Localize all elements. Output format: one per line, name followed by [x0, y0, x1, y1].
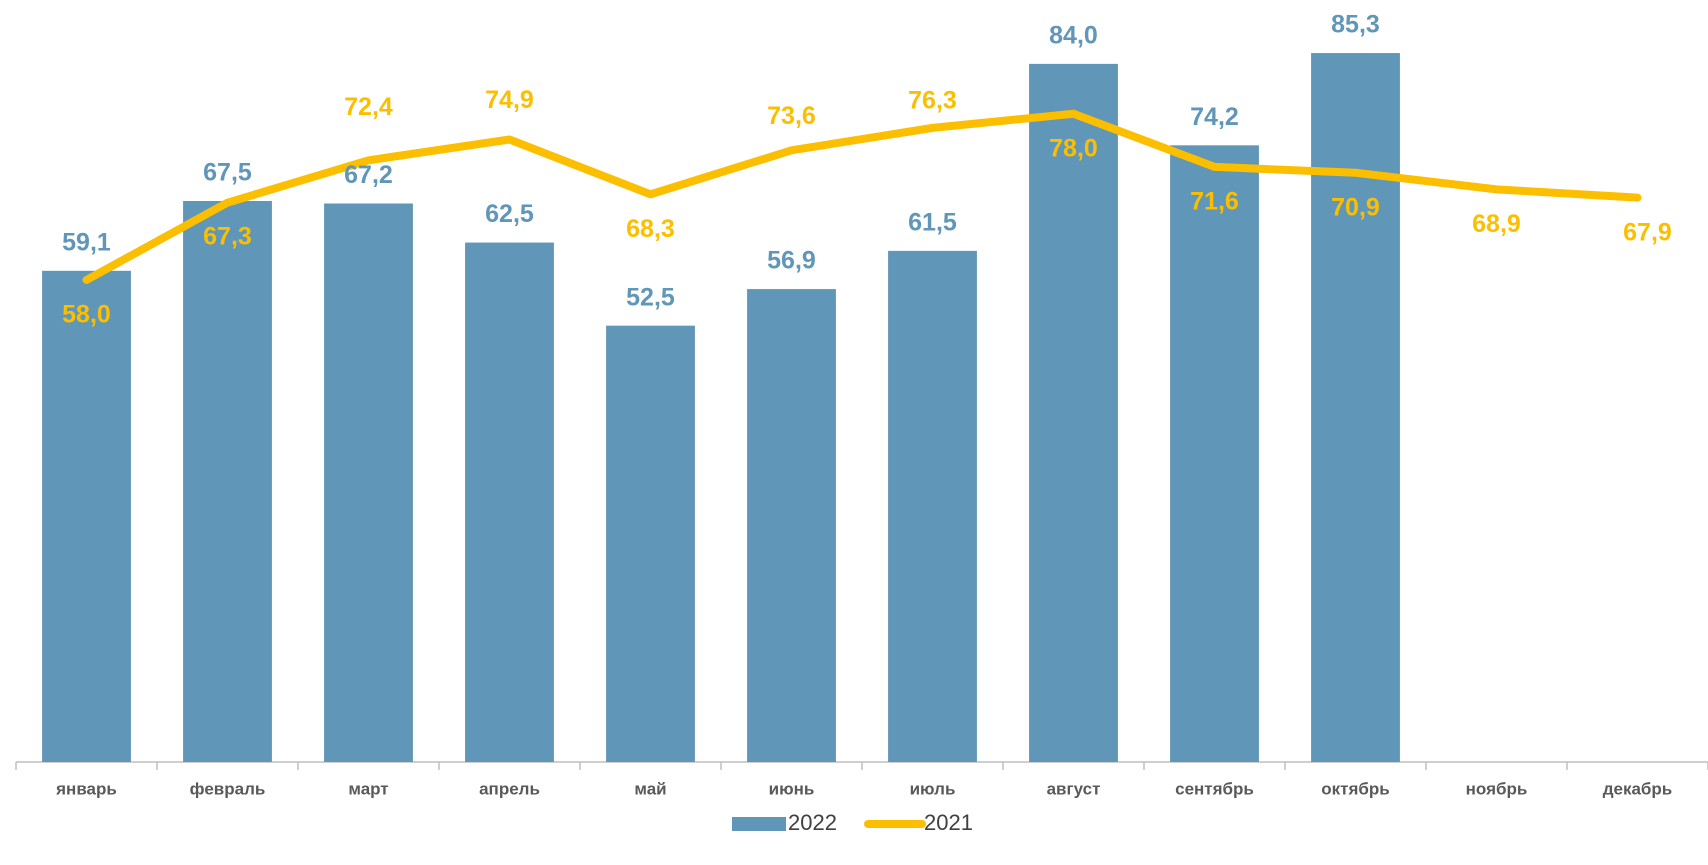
data-label: 52,5 [626, 283, 675, 311]
x-tick-label: июнь [769, 779, 815, 798]
legend-label: 2022 [788, 810, 837, 835]
data-label: 67,3 [203, 222, 252, 250]
x-tick-label: октябрь [1321, 779, 1389, 798]
data-label: 59,1 [62, 228, 111, 256]
x-tick-label: июль [910, 779, 956, 798]
x-tick-label: август [1047, 779, 1101, 798]
line [82, 109, 1642, 284]
data-label: 85,3 [1331, 11, 1380, 39]
bar [747, 289, 836, 762]
bar [465, 242, 554, 763]
data-label: 67,9 [1623, 218, 1672, 246]
bar [1170, 145, 1259, 762]
data-label: 71,6 [1190, 188, 1239, 216]
x-tick-label: ноябрь [1466, 779, 1528, 798]
bar [606, 325, 695, 762]
data-label: 68,3 [626, 215, 675, 243]
data-label: 56,9 [767, 247, 816, 275]
data-label: 76,3 [908, 86, 957, 114]
legend-label: 2021 [924, 810, 973, 835]
data-label: 58,0 [62, 301, 111, 329]
bar [888, 250, 977, 762]
x-tick-label: апрель [479, 779, 540, 798]
data-label: 73,6 [767, 102, 816, 130]
data-label: 74,2 [1190, 103, 1239, 131]
bar [183, 201, 272, 762]
data-label: 62,5 [485, 200, 534, 228]
data-label: 67,2 [344, 161, 393, 189]
data-label: 70,9 [1331, 193, 1380, 221]
bar [1029, 63, 1118, 763]
x-tick-label: май [634, 779, 666, 798]
data-label: 78,0 [1049, 134, 1098, 162]
x-tick-label: сентябрь [1175, 779, 1254, 798]
x-tick-label: декабрь [1603, 779, 1673, 798]
data-label: 74,9 [485, 86, 534, 114]
legend-swatch [732, 817, 786, 831]
data-label: 61,5 [908, 208, 957, 236]
bar [324, 203, 413, 762]
bar [1311, 53, 1400, 763]
x-tick-label: январь [55, 779, 117, 798]
data-label: 67,5 [203, 159, 252, 187]
x-tick-label: март [348, 779, 388, 798]
x-tick-label: февраль [190, 779, 266, 798]
data-label: 72,4 [344, 93, 393, 121]
data-label: 68,9 [1472, 210, 1521, 238]
data-label: 84,0 [1049, 21, 1098, 49]
bar [42, 270, 131, 762]
